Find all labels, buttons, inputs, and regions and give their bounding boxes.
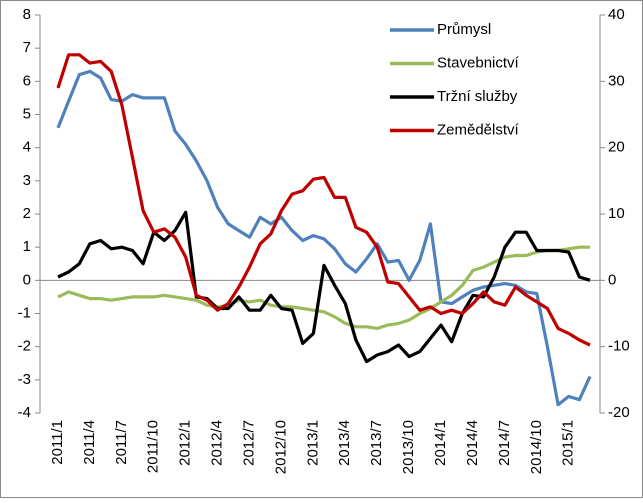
y2-tick-label: -20 <box>608 404 630 421</box>
x-tick-label: 2014/7 <box>496 420 513 466</box>
y-tick-label: 1 <box>23 238 31 255</box>
y-tick-label: 3 <box>23 172 31 189</box>
series-line <box>57 210 591 364</box>
x-tick-label: 2013/1 <box>304 420 321 466</box>
y-tick-label: 5 <box>23 105 31 122</box>
x-tick-label: 2011/7 <box>113 420 130 465</box>
series-line <box>56 69 592 407</box>
y-tick-label: 0 <box>23 271 31 288</box>
x-tick-label: 2015/1 <box>560 420 577 466</box>
x-tick-label: 2014/10 <box>528 420 545 474</box>
x-tick-label: 2012/4 <box>209 420 226 466</box>
x-tick-label: 2013/7 <box>368 420 385 466</box>
y-tick-label: -1 <box>18 304 31 321</box>
x-tick-label: 2011/4 <box>81 420 98 465</box>
y-tick-label: 2 <box>23 205 31 222</box>
legend-label: Tržní služby <box>437 88 518 105</box>
y-tick-label: 8 <box>23 6 31 23</box>
x-tick-label: 2012/7 <box>240 420 257 466</box>
y2-tick-label: 30 <box>608 72 625 89</box>
legend-label: Průmysl <box>437 21 491 38</box>
x-tick-label: 2011/1 <box>49 420 66 465</box>
y2-tick-label: 20 <box>608 139 625 156</box>
y-tick-label: -4 <box>18 404 31 421</box>
series-line <box>56 53 591 347</box>
y2-tick-label: 40 <box>608 6 625 23</box>
x-tick-label: 2014/4 <box>464 420 481 466</box>
legend-label: Zemědělství <box>437 121 520 138</box>
x-tick-label: 2014/1 <box>432 420 449 466</box>
y-tick-label: 4 <box>23 139 31 156</box>
y-tick-label: 7 <box>23 39 31 56</box>
y2-tick-label: 10 <box>608 205 625 222</box>
x-tick-label: 2013/4 <box>336 420 353 466</box>
legend-label: Stavebnictví <box>437 54 520 71</box>
x-tick-label: 2012/10 <box>272 420 289 474</box>
y-tick-label: 6 <box>23 72 31 89</box>
y-tick-label: -2 <box>18 338 31 355</box>
x-tick-label: 2013/10 <box>400 420 417 474</box>
y-tick-label: -3 <box>18 371 31 388</box>
y2-tick-label: -10 <box>608 338 630 355</box>
x-tick-label: 2011/10 <box>145 420 162 473</box>
x-tick-label: 2012/1 <box>177 420 194 466</box>
y2-tick-label: 0 <box>608 271 616 288</box>
